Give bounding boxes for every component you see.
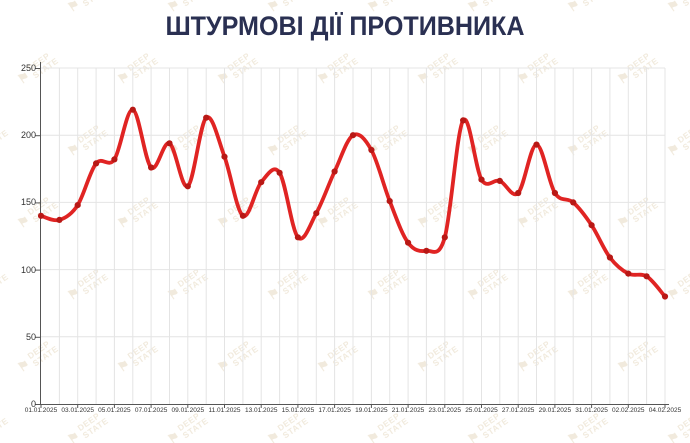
axes (35, 62, 669, 408)
y-tick-label: 50 (25, 331, 36, 342)
x-tick-label: 15.01.2025 (281, 407, 315, 414)
x-tick-label: 19.01.2025 (355, 407, 388, 414)
x-tick-label: 27.01.2025 (501, 407, 535, 414)
x-tick-label: 11.01.2025 (208, 407, 241, 414)
x-tick-label: 21.01.2025 (391, 407, 425, 414)
x-tick-label: 13.01.2025 (244, 407, 278, 414)
x-tick-label: 01.01.2025 (24, 407, 58, 414)
x-tick-label: 29.01.2025 (538, 407, 572, 414)
y-tick-label: 200 (20, 130, 36, 141)
x-tick-label: 25.01.2025 (465, 407, 498, 414)
data-points (37, 106, 669, 300)
x-tick-label: 23.01.2025 (428, 407, 462, 414)
x-tick-label: 07.01.2025 (134, 407, 168, 414)
gridlines (41, 67, 666, 404)
x-tick-label: 09.01.2025 (171, 407, 205, 414)
y-tick-label: 100 (20, 264, 36, 275)
x-tick-label: 02.02.2025 (612, 407, 645, 414)
x-tick-label: 17.01.2025 (318, 407, 351, 414)
x-tick-label: 04.02.2025 (648, 407, 682, 414)
x-tick-label: 05.01.2025 (98, 407, 131, 414)
chart-title: ШТУРМОВІ ДІЇ ПРОТИВНИКА (165, 11, 525, 41)
y-tick-label: 150 (20, 197, 36, 208)
y-tick-label: 250 (20, 63, 36, 73)
x-tick-label: 03.01.2025 (61, 407, 94, 414)
x-tick-label: 31.01.2025 (575, 407, 608, 414)
y-tick-label: 0 (30, 399, 36, 409)
